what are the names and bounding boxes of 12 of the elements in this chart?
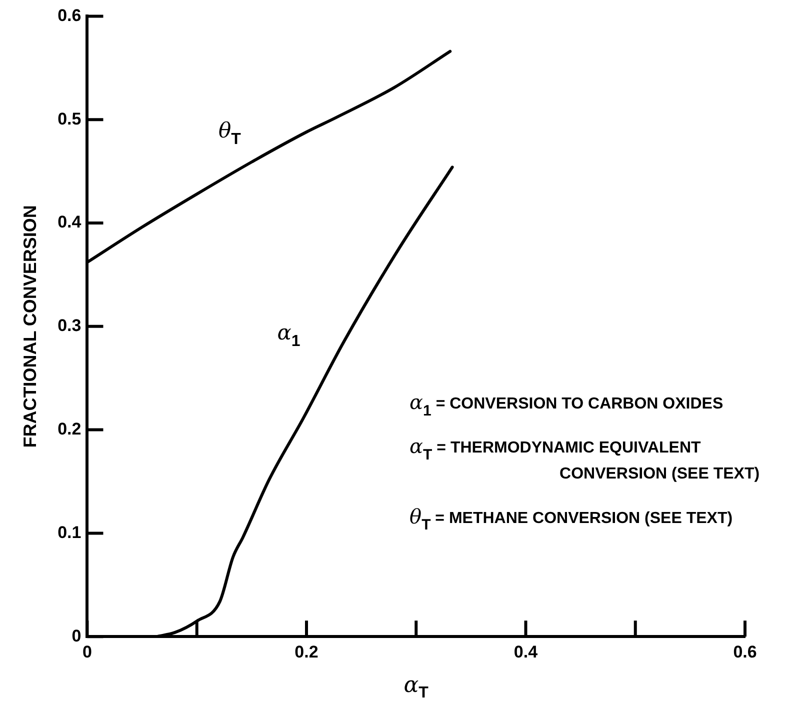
y-tick-label: 0.6 — [58, 6, 82, 25]
y-axis-title: FRACTIONAL CONVERSION — [20, 205, 40, 448]
x-tick-label: 0.2 — [294, 642, 318, 662]
y-tick-label: 0.4 — [58, 212, 82, 232]
y-tick-label: 0.1 — [58, 522, 82, 542]
x-tick-label: 0.4 — [514, 642, 538, 662]
x-axis-title: α$_{T}$ — [404, 672, 428, 702]
y-tick-label: 0.2 — [58, 419, 82, 438]
y-tick-label: 0.3 — [58, 316, 82, 336]
x-tick-label: 0.6 — [733, 642, 757, 662]
y-tick-label: 0.5 — [58, 109, 82, 128]
y-tick-label: 0 — [72, 626, 82, 646]
